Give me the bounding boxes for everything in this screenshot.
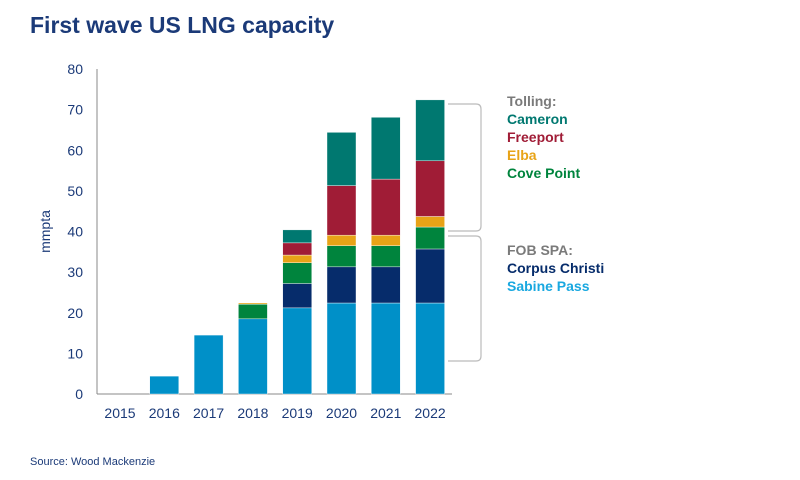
bracket-fob <box>448 235 482 362</box>
y-tick-label: 30 <box>67 264 83 280</box>
x-tick-label: 2016 <box>149 405 180 421</box>
bar-segment-sabine-pass <box>415 302 445 395</box>
bar-segment-cameron <box>326 132 357 186</box>
bar-segment-elba <box>371 234 401 246</box>
x-tick-label: 2019 <box>282 405 313 421</box>
bar-segment-elba <box>282 254 312 263</box>
bar-segment-cove-point <box>371 245 401 268</box>
bar-segment-corpus-christi <box>415 248 445 304</box>
bar-segment-sabine-pass <box>238 318 268 395</box>
y-tick-label: 80 <box>67 61 83 77</box>
bar-segment-cove-point <box>415 226 445 250</box>
bar-segment-freeport <box>282 242 312 256</box>
x-tick-label: 2017 <box>193 405 224 421</box>
bar-segment-elba <box>415 216 445 228</box>
bar-segment-sabine-pass <box>282 307 312 395</box>
bar-segment-corpus-christi <box>282 283 312 309</box>
y-axis-label: mmpta <box>37 210 53 253</box>
bar-segment-freeport <box>415 160 445 217</box>
y-tick-label: 10 <box>67 345 83 361</box>
bar-segment-corpus-christi <box>326 266 357 304</box>
x-tick-label: 2015 <box>104 405 135 421</box>
legend-item-sabine-pass: Sabine Pass <box>507 278 590 294</box>
source-note: Source: Wood Mackenzie <box>30 456 156 468</box>
bar-segment-cove-point <box>326 245 357 268</box>
bar-segment-sabine-pass <box>193 334 224 395</box>
bar-segment-cameron <box>371 117 401 180</box>
legend-item-cove-point: Cove Point <box>507 165 581 181</box>
legend-header-fob: FOB SPA: <box>507 242 573 258</box>
bar-segment-cove-point <box>282 262 312 284</box>
bar-segment-cameron <box>282 229 312 244</box>
bar-segment-cove-point <box>238 304 268 320</box>
y-tick-label: 50 <box>67 183 83 199</box>
bar-segment-elba <box>326 234 357 246</box>
bracket-tolling <box>448 103 482 232</box>
chart-title: First wave US LNG capacity <box>30 12 335 38</box>
y-tick-label: 20 <box>67 305 83 321</box>
y-tick-label: 60 <box>67 142 83 158</box>
x-tick-label: 2018 <box>237 405 268 421</box>
x-tick-label: 2021 <box>370 405 401 421</box>
legend-item-cameron: Cameron <box>507 111 568 127</box>
bar-segment-corpus-christi <box>371 266 401 304</box>
y-tick-label: 0 <box>75 386 83 402</box>
bar-segment-sabine-pass <box>326 302 357 395</box>
bar-segment-cameron <box>415 99 445 162</box>
bar-segment-sabine-pass <box>149 375 180 395</box>
y-tick-label: 70 <box>67 102 83 118</box>
legend-fob: FOB SPA: Corpus Christi Sabine Pass <box>507 241 604 295</box>
x-tick-label: 2022 <box>415 405 446 421</box>
legend-item-corpus-christi: Corpus Christi <box>507 260 605 276</box>
legend-tolling: Tolling: Cameron Freeport Elba Cove Poin… <box>507 92 580 182</box>
legend-header-tolling: Tolling: <box>507 93 557 109</box>
bar-segment-sabine-pass <box>371 302 401 395</box>
legend-item-freeport: Freeport <box>507 129 564 145</box>
legend-item-elba: Elba <box>507 147 537 163</box>
bar-segment-elba <box>238 302 268 305</box>
bar-segment-freeport <box>326 185 357 236</box>
bar-segment-freeport <box>371 178 401 236</box>
x-tick-label: 2020 <box>326 405 357 421</box>
y-tick-label: 40 <box>67 224 83 240</box>
